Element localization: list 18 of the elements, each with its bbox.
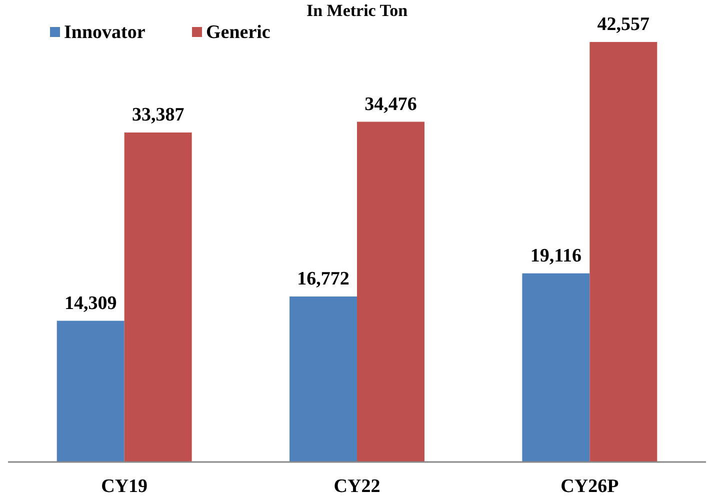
data-label: 34,476 <box>364 94 417 115</box>
data-label: 16,772 <box>297 268 350 290</box>
legend-label: Innovator <box>64 22 146 43</box>
data-label: 42,557 <box>597 14 650 35</box>
data-label: 19,116 <box>530 245 582 266</box>
legend-label: Generic <box>206 22 270 43</box>
data-label: 14,309 <box>64 292 117 314</box>
bar <box>290 296 357 462</box>
x-tick-label: CY19 <box>101 476 148 497</box>
bar <box>590 42 658 462</box>
bar <box>522 273 590 462</box>
chart-title: In Metric Ton <box>306 1 408 20</box>
x-tick-label: CY26P <box>560 476 620 497</box>
bar <box>357 122 424 462</box>
x-tick-label: CY22 <box>334 476 380 497</box>
data-label: 33,387 <box>132 104 185 126</box>
bar <box>56 320 124 462</box>
bar <box>124 132 192 462</box>
